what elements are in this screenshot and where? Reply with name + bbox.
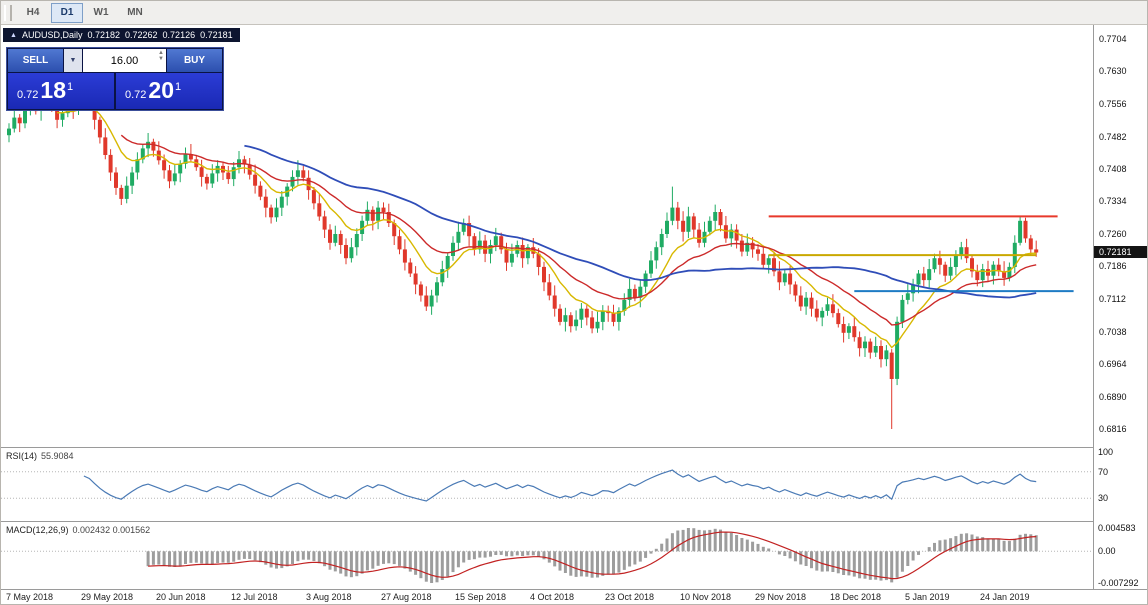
price-axis-label: 0.7630 — [1099, 66, 1127, 76]
macd-name: MACD(12,26,9) — [6, 525, 69, 535]
high-value: 0.72262 — [125, 30, 158, 40]
date-axis-label: 12 Jul 2018 — [231, 592, 278, 602]
rsi-label: RSI(14) 55.9084 — [6, 451, 74, 461]
price-axis-label: 0.6816 — [1099, 424, 1127, 434]
collapse-icon[interactable]: ▲ — [10, 31, 17, 39]
date-axis-label: 7 May 2018 — [6, 592, 54, 602]
date-axis-label: 29 Nov 2018 — [755, 592, 807, 602]
current-price-badge: 0.72181 — [1094, 246, 1147, 258]
open-value: 0.72182 — [87, 30, 120, 40]
price-axis-label: 0.7482 — [1099, 132, 1127, 142]
date-axis-label: 4 Oct 2018 — [530, 592, 575, 602]
volume-input[interactable]: 16.00 ▲ ▼ — [83, 49, 166, 72]
rsi-name: RSI(14) — [6, 451, 38, 461]
date-axis-label: 24 Jan 2019 — [980, 592, 1030, 602]
price-axis-label: 0.7038 — [1099, 327, 1127, 337]
timeframe-toolbar: H4 D1 W1 MN — [1, 1, 1147, 25]
price-axis-label: 0.7334 — [1099, 196, 1127, 206]
price-axis-label: 0.7704 — [1099, 34, 1127, 44]
rsi-panel-separator[interactable] — [1, 447, 1147, 448]
buy-price-big: 20 — [148, 77, 175, 103]
date-axis-label: 10 Nov 2018 — [680, 592, 732, 602]
low-value: 0.72126 — [162, 30, 196, 40]
date-axis-label: 29 May 2018 — [81, 592, 134, 602]
macd-panel[interactable] — [1, 522, 1093, 589]
price-axis-label: 0.7112 — [1099, 294, 1126, 304]
sell-price-pip: 1 — [67, 81, 74, 93]
macd-values: 0.002432 0.001562 — [72, 525, 151, 535]
rsi-level-label: 70 — [1098, 467, 1109, 477]
buy-price-prefix: 0.72 — [125, 89, 147, 101]
date-axis-label: 5 Jan 2019 — [905, 592, 950, 602]
one-click-trading-panel: SELL ▼ 16.00 ▲ ▼ BUY 0.72 18 1 0.72 20 1 — [6, 47, 224, 111]
macd-panel-separator[interactable] — [1, 521, 1147, 522]
timeframe-button-h4[interactable]: H4 — [26, 7, 40, 18]
sell-price-prefix: 0.72 — [17, 89, 39, 101]
timeframe-button-mn[interactable]: MN — [127, 7, 143, 18]
volume-value: 16.00 — [110, 54, 139, 67]
price-axis-label: 0.7556 — [1099, 99, 1127, 109]
price-axis-label: 0.6890 — [1099, 392, 1127, 402]
timeframe-button-d1[interactable]: D1 — [51, 2, 83, 23]
price-axis-label: 0.6964 — [1099, 359, 1127, 369]
buy-price-button[interactable]: 0.72 20 1 — [116, 73, 222, 109]
time-axis[interactable]: 7 May 2018 29 May 2018 20 Jun 2018 12 Jul 2… — [1, 591, 1093, 604]
sell-button[interactable]: SELL — [8, 49, 63, 72]
date-axis-label: 3 Aug 2018 — [306, 592, 352, 602]
macd-level-label: 0.004583 — [1098, 523, 1136, 533]
toolbar-grip[interactable] — [4, 4, 12, 21]
close-value: 0.72181 — [200, 30, 233, 40]
price-chart[interactable] — [1, 25, 1093, 447]
price-axis[interactable]: 0.72181 0.7704 0.7630 0.7556 0.7482 0.7408 0.… — [1093, 25, 1147, 589]
date-axis-label: 15 Sep 2018 — [455, 592, 507, 602]
spin-up-icon[interactable]: ▲ — [158, 50, 164, 56]
date-axis-label: 18 Dec 2018 — [830, 592, 882, 602]
date-axis-label: 23 Oct 2018 — [605, 592, 655, 602]
timeframe-button-w1[interactable]: W1 — [93, 7, 109, 18]
rsi-panel[interactable] — [1, 448, 1093, 521]
macd-level-label: 0.00 — [1098, 546, 1116, 556]
date-axis-label: 20 Jun 2018 — [156, 592, 206, 602]
volume-spinners[interactable]: ▲ ▼ — [158, 50, 164, 62]
macd-label: MACD(12,26,9) 0.002432 0.001562 — [6, 525, 150, 535]
volume-dropdown-button[interactable]: ▼ — [64, 49, 82, 72]
time-axis-separator — [1, 589, 1147, 590]
date-axis-label: 27 Aug 2018 — [381, 592, 432, 602]
sell-price-button[interactable]: 0.72 18 1 — [8, 73, 114, 109]
price-axis-label: 0.7186 — [1099, 261, 1127, 271]
symbol-label: AUDUSD,Daily — [21, 30, 83, 40]
rsi-value: 55.9084 — [41, 451, 74, 461]
buy-button[interactable]: BUY — [167, 49, 222, 72]
chart-title-bar: ▲ AUDUSD,Daily 0.72182 0.72262 0.72126 0… — [3, 28, 240, 42]
spin-down-icon[interactable]: ▼ — [158, 56, 164, 62]
price-axis-label: 0.7408 — [1099, 164, 1127, 174]
macd-level-label: -0.007292 — [1098, 578, 1139, 588]
rsi-level-label: 30 — [1098, 493, 1109, 503]
buy-price-pip: 1 — [175, 81, 182, 93]
price-axis-label: 0.7260 — [1099, 229, 1127, 239]
rsi-level-label: 100 — [1098, 447, 1114, 457]
timeframe-buttons: H4 D1 W1 MN — [16, 2, 152, 23]
sell-price-big: 18 — [40, 77, 67, 103]
